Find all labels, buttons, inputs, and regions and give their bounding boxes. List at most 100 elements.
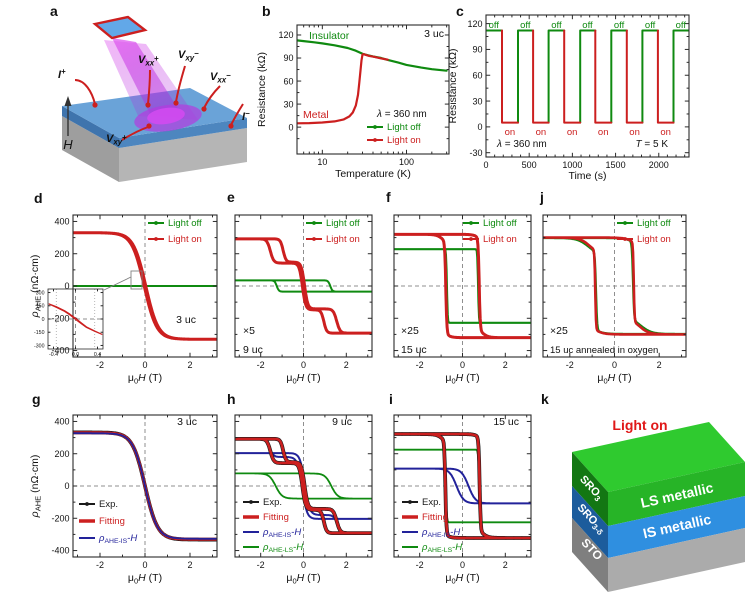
y-tick-label: 60: [472, 70, 482, 80]
x-tick-label: 2: [187, 560, 192, 570]
label-vxx-plus: Vxx+: [138, 54, 159, 67]
panel-d-x-axis-label: μ0H (T): [128, 372, 162, 385]
panel-c-annotation: T = 5 K: [635, 139, 668, 150]
panel-i-legend-item: Fitting: [422, 512, 448, 523]
panel-h: -2 0 2 μ0H (T) 9 uc Exp. Fitting ρAHE-IS-H ρAHE-…: [234, 414, 373, 585]
panel-e-curve-light-on: [235, 237, 372, 335]
panel-i-curve-fitting: [394, 432, 531, 540]
y-tick-label: 200: [54, 449, 69, 459]
panel-d-inset: -0.4 0.0 0.4 300 150 0 -150 -300: [34, 288, 104, 358]
label-vxy-minus: Vxy−: [178, 49, 199, 62]
panel-d: -2 0 2 -400 -200 0 200 400 μ0H (T) ρAHE (nΩ·cm) 3 …: [29, 214, 218, 385]
panel-j-legend-item: Light on: [637, 234, 671, 245]
panel-c-on-label: on: [598, 127, 609, 138]
x-tick-label: 2: [657, 360, 662, 370]
y-tick-label: 90: [472, 45, 482, 55]
panel-letter-f: f: [386, 189, 391, 205]
label-vxy-plus: Vxy+: [106, 133, 127, 146]
panel-j-x-axis-label: μ0H (T): [597, 372, 631, 385]
y-tick-label: -400: [51, 546, 69, 556]
illuminated-spot-core: [147, 107, 185, 125]
panel-f-x-axis-label: μ0H (T): [445, 372, 479, 385]
panel-e-legend-item: Light on: [326, 234, 360, 245]
x-tick-label: 0: [483, 160, 488, 170]
panel-e: -2 0 2 μ0H (T) ×5 9 uc Light off Light on: [234, 214, 373, 385]
x-tick-label: 1000: [562, 160, 582, 170]
film-left-face: [62, 106, 119, 148]
wire-4: [230, 103, 244, 126]
x-tick-label: 2: [187, 360, 192, 370]
zoom-connector-line: [103, 276, 132, 291]
panel-letter-k: k: [541, 391, 549, 407]
contact-dot-3: [201, 106, 207, 112]
panel-h-x-axis-label: μ0H (T): [286, 572, 320, 585]
wire-3: [203, 85, 221, 109]
panel-c-curve-light-on: [501, 29, 675, 124]
panel-letter-c: c: [456, 3, 464, 19]
panel-c-off-label: off: [551, 20, 562, 31]
panel-c-on-label: on: [536, 127, 547, 138]
plot-frame: [485, 14, 690, 158]
panel-f-annotation: ×25: [401, 325, 419, 337]
panel-h-legend-item: Exp.: [263, 497, 282, 508]
panel-b-legend-item: Light off: [387, 122, 421, 133]
panel-h-annotation: 9 uc: [332, 416, 352, 428]
y-tick-label: 0: [64, 481, 69, 491]
panel-f-legend-item: Light off: [483, 218, 517, 229]
x-tick-label: 0: [142, 560, 147, 570]
stack-top-face: [572, 422, 745, 492]
y-tick-label: 120: [278, 30, 293, 40]
panel-b-curve-light-on: [297, 53, 389, 125]
contact-dot-5: [146, 123, 152, 129]
panel-letter-e: e: [227, 189, 235, 205]
panel-b-legend-item: Light on: [387, 135, 421, 146]
panel-j-annotation: ×25: [550, 325, 568, 337]
panel-c-off-label: off: [489, 20, 500, 31]
panel-h-legend-item: Fitting: [263, 512, 289, 523]
x-tick-label: 0: [612, 360, 617, 370]
y-tick-label: 300: [36, 290, 45, 296]
panel-f-annotation: 15 uc: [401, 344, 427, 356]
panel-e-legend-item: Light off: [326, 218, 360, 229]
panel-letter-b: b: [262, 3, 271, 19]
panel-letter-h: h: [227, 391, 236, 407]
y-tick-label: -400: [51, 346, 69, 356]
panel-i-curve-rho-ls: [394, 448, 531, 524]
panel-letter-j: j: [539, 189, 544, 205]
panel-g: -2 0 2 -400 -200 0 200 400 μ0H (T) ρAHE (nΩ·cm) 3 …: [29, 414, 218, 585]
panel-i-legend-item: ρAHE-LS-H: [421, 542, 462, 554]
panel-g-legend-item: Exp.: [99, 499, 118, 510]
panel-f-legend-item: Light on: [483, 234, 517, 245]
panel-i-legend-item: Exp.: [422, 497, 441, 508]
y-tick-label: 150: [36, 304, 45, 310]
panel-b-annotation: Insulator: [309, 30, 350, 42]
wire-5: [121, 126, 149, 141]
y-tick-label: 30: [283, 99, 293, 109]
y-tick-label: 400: [54, 417, 69, 427]
y-tick-label: 120: [467, 19, 482, 29]
panel-e-x-axis-label: μ0H (T): [286, 372, 320, 385]
panel-g-annotation: 3 uc: [177, 416, 197, 428]
x-tick-label: -2: [257, 560, 265, 570]
panel-b-annotation: 3 uc: [424, 28, 444, 40]
sro3-left-face: [572, 452, 608, 526]
panel-h-legend-item: ρAHE-IS-H: [262, 527, 301, 539]
x-tick-label: -0.4: [49, 352, 58, 358]
panel-h-curve-fitting: [235, 437, 372, 535]
y-tick-label: 400: [54, 217, 69, 227]
x-tick-label: -2: [96, 360, 104, 370]
panel-d-curve-light-on: [73, 231, 217, 341]
panel-c-on-label: on: [505, 127, 516, 138]
x-tick-label: 500: [522, 160, 537, 170]
y-tick-label: -200: [51, 513, 69, 523]
x-tick-label: 100: [399, 157, 414, 167]
panel-d-annotation: 3 uc: [176, 314, 196, 326]
y-tick-label: 0: [64, 281, 69, 291]
x-tick-label: 0: [142, 360, 147, 370]
panel-c-curve-light-off: [486, 29, 689, 124]
panel-letter-g: g: [32, 391, 41, 407]
wire-0: [74, 79, 96, 105]
panel-a-device-schematic: I+ Vxx+ Vxy− Vxx− I− Vxy+ H: [58, 15, 250, 182]
film-front-face: [119, 118, 247, 148]
